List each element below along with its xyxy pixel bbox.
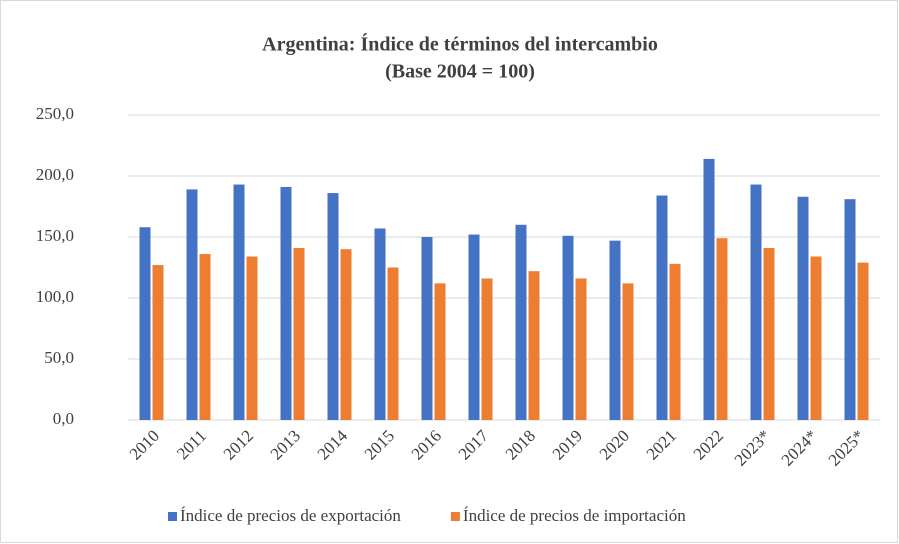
bar [293,247,305,420]
bar [716,238,728,420]
y-tick-label: 200,0 [36,165,74,184]
bar [434,283,446,420]
y-tick-label: 0,0 [53,409,74,428]
bar [857,262,869,420]
bar [622,283,634,420]
bar [280,186,292,420]
bar [703,158,715,421]
y-tick-label: 50,0 [44,348,74,367]
bar [327,193,339,420]
bar [468,234,480,420]
legend-label: Índice de precios de importación [463,506,686,525]
bar [421,237,433,420]
bar [374,228,386,420]
bar [609,240,621,420]
bar [246,256,258,420]
bar [152,265,164,420]
bar [656,195,668,420]
bar [750,184,762,420]
bar [669,263,681,420]
legend-swatch [450,512,460,521]
legend-label: Índice de precios de exportación [180,506,401,525]
bar [797,196,809,420]
bar [844,199,856,420]
bar [562,235,574,420]
bar [186,189,198,420]
bar [575,278,587,420]
chart-title: Argentina: Índice de términos del interc… [262,33,658,56]
chart-subtitle: (Base 2004 = 100) [385,61,535,83]
bar [233,184,245,420]
bar [528,271,540,420]
bar [810,256,822,420]
legend-swatch [168,512,177,521]
y-tick-label: 150,0 [36,226,74,245]
bar [199,254,211,420]
bar [763,247,775,420]
y-tick-label: 250,0 [36,104,74,123]
y-tick-label: 100,0 [36,287,74,306]
bar [387,267,399,420]
bar [515,224,527,420]
bar [340,249,352,420]
bar [481,278,493,420]
bar [139,227,151,420]
